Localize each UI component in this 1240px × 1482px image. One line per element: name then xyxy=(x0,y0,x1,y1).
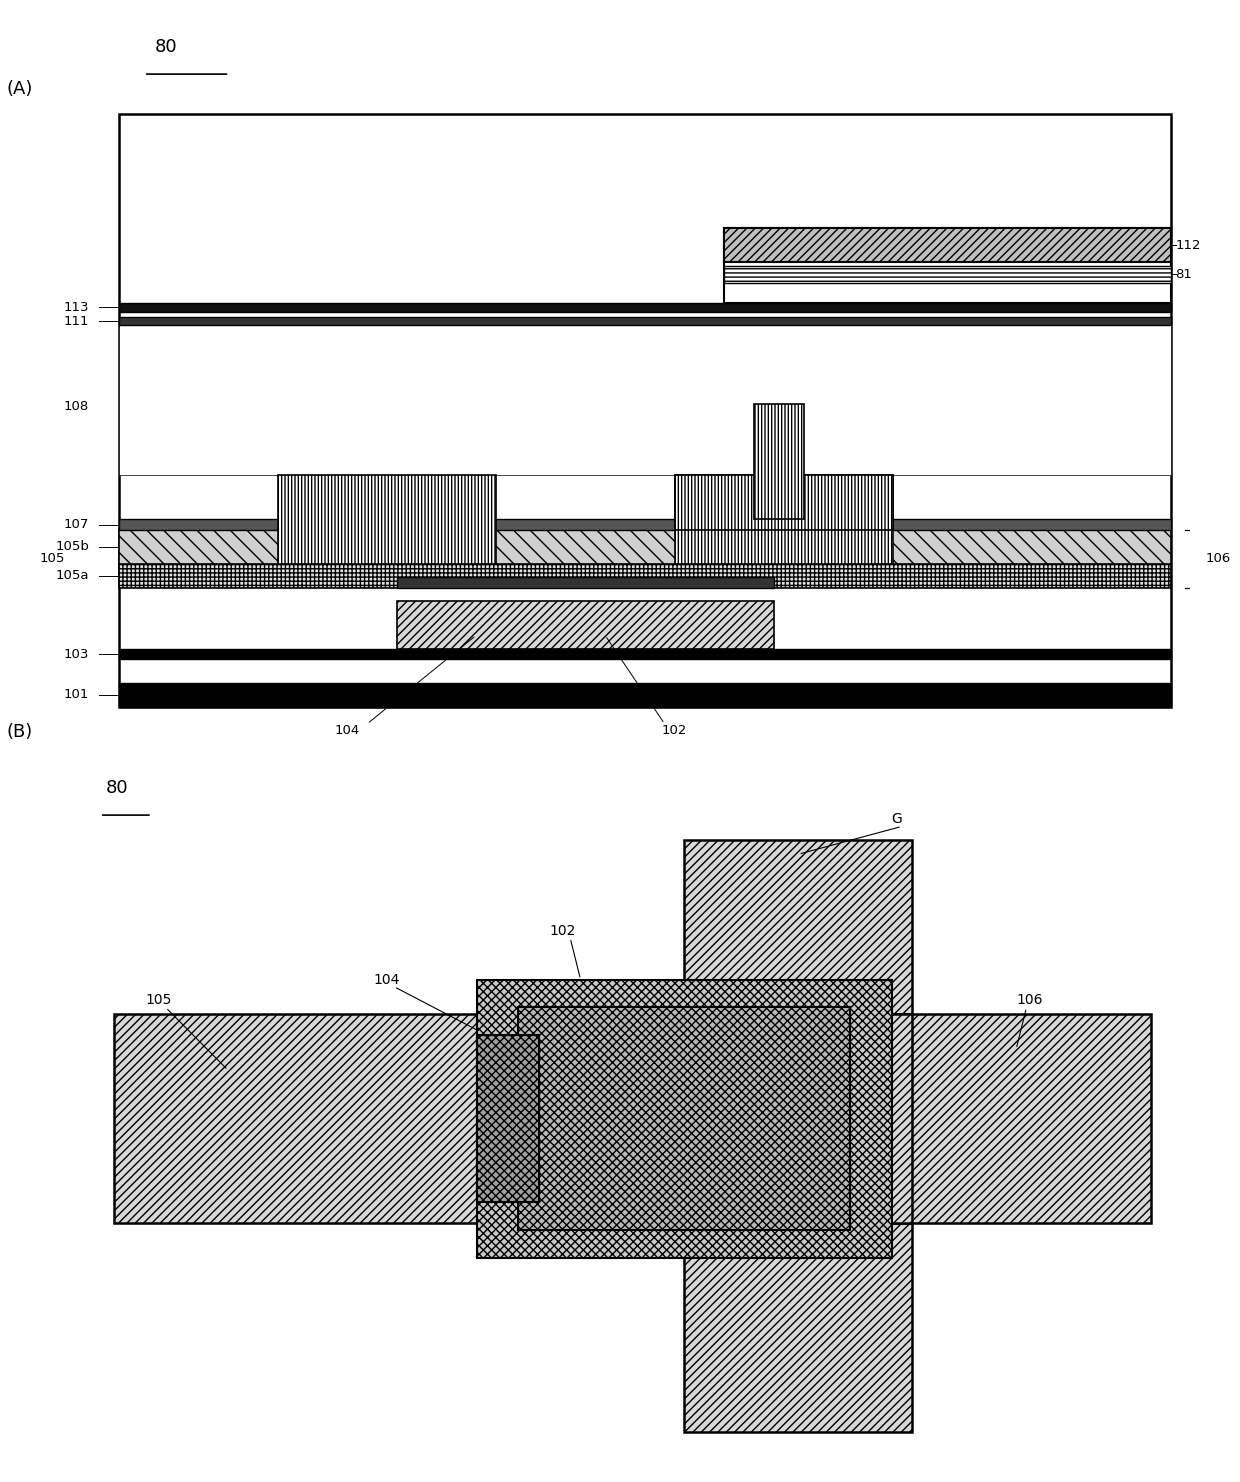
Text: (B): (B) xyxy=(6,723,32,741)
Text: 102: 102 xyxy=(549,923,575,938)
Text: 105: 105 xyxy=(145,993,171,1008)
Bar xyxy=(119,649,1171,659)
Text: 105: 105 xyxy=(40,553,64,565)
Bar xyxy=(518,1008,851,1230)
Text: 106: 106 xyxy=(1016,993,1043,1008)
Text: 108: 108 xyxy=(64,400,89,413)
Bar xyxy=(278,476,496,563)
Bar xyxy=(397,578,774,588)
Text: 101: 101 xyxy=(64,689,89,701)
Bar xyxy=(684,840,913,1015)
Text: 104: 104 xyxy=(335,725,360,737)
Bar xyxy=(119,529,1171,563)
Text: 81: 81 xyxy=(1176,268,1193,282)
Text: 80: 80 xyxy=(105,780,128,797)
Bar xyxy=(397,602,774,649)
Bar xyxy=(477,1036,539,1202)
Text: 107: 107 xyxy=(64,519,89,531)
Bar xyxy=(119,325,1171,476)
Bar xyxy=(119,304,1171,311)
Text: 106: 106 xyxy=(1205,553,1230,565)
Text: G: G xyxy=(892,812,903,827)
Text: 113: 113 xyxy=(63,301,89,314)
Text: 105b: 105b xyxy=(56,541,89,553)
Bar xyxy=(675,476,893,563)
Bar xyxy=(754,403,804,520)
Bar xyxy=(119,114,1171,707)
Text: (A): (A) xyxy=(6,80,32,98)
Bar xyxy=(114,1015,684,1224)
Bar xyxy=(724,228,1171,262)
Bar xyxy=(119,563,1171,588)
Text: 112: 112 xyxy=(1176,239,1202,252)
Bar xyxy=(724,265,1171,283)
Text: 80: 80 xyxy=(155,39,177,56)
Bar xyxy=(477,980,892,1258)
Text: 103: 103 xyxy=(64,648,89,661)
Bar xyxy=(675,476,893,529)
Bar xyxy=(119,317,1171,325)
Bar xyxy=(580,1015,1151,1224)
Text: 104: 104 xyxy=(373,972,399,987)
Bar xyxy=(724,228,1171,304)
Bar xyxy=(119,519,1171,529)
Text: 102: 102 xyxy=(662,725,687,737)
Text: 105a: 105a xyxy=(56,569,89,582)
Bar xyxy=(684,1015,913,1224)
Text: 111: 111 xyxy=(63,314,89,328)
Bar xyxy=(684,1224,913,1432)
Bar xyxy=(119,683,1171,707)
